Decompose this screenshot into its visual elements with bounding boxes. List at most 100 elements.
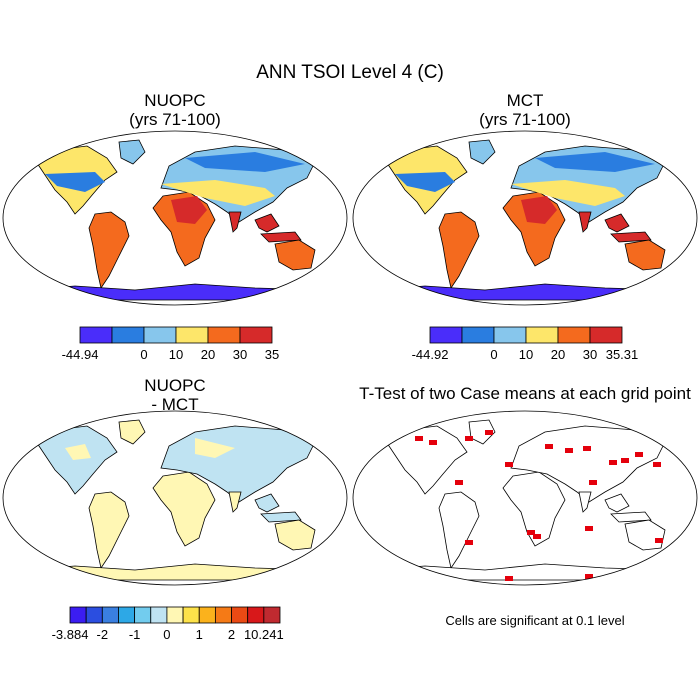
colorbar-label: -44.94 [62, 347, 99, 362]
colorbar-label: 20 [551, 347, 565, 362]
figure-title: ANN TSOI Level 4 (C) [256, 62, 444, 83]
significant-cell [655, 538, 663, 543]
map3-australia [274, 519, 316, 551]
colorbar-swatch [134, 606, 152, 624]
map2-mid-lat-band [511, 180, 625, 206]
significant-cell [527, 530, 535, 535]
colorbar-label: 10 [169, 347, 183, 362]
colorbar-swatch [166, 606, 184, 624]
colorbar-label: 2 [228, 627, 235, 642]
colorbar-swatch [79, 326, 113, 344]
colorbar-panel-2: -44.92 0 10 20 30 35.31 [412, 326, 639, 362]
significant-cell [545, 444, 553, 449]
colorbar-swatch [231, 606, 249, 624]
map1-indonesia [260, 231, 302, 243]
map3-eurasia-warm [195, 438, 235, 458]
map1-india [228, 211, 242, 233]
map1-southAmerica [88, 211, 130, 290]
map2-greenland [468, 139, 496, 165]
map1-north-cold [45, 172, 105, 192]
map1-australia [274, 239, 316, 271]
map1-seAsia [254, 213, 280, 233]
map1-greenland [118, 139, 146, 165]
map3-frame [2, 410, 348, 586]
map1-frame [2, 130, 348, 306]
map2-indonesia [610, 231, 652, 243]
map4-india [578, 491, 592, 513]
colorbar-swatch [175, 326, 209, 344]
colorbar-label: 10.241 [244, 627, 284, 642]
colorbar-label: -3.884 [52, 627, 89, 642]
colorbar-label: 35 [265, 347, 279, 362]
colorbar-swatch [525, 326, 559, 344]
panel4-title: T-Test of two Case means at each grid po… [359, 384, 691, 403]
map3-indonesia [260, 511, 302, 523]
significant-cell [415, 436, 423, 441]
map3-africa [152, 471, 216, 547]
map4-seAsia [604, 493, 630, 513]
map3-india [228, 491, 242, 513]
map4-australia [624, 519, 666, 551]
significant-cell [465, 436, 473, 441]
map3-antarctica [24, 563, 326, 581]
map1-antarctica [24, 283, 326, 301]
colorbar-swatch [429, 326, 463, 344]
significant-cell [465, 540, 473, 545]
map4-northAmerica [384, 425, 468, 495]
map3-canada-warm [65, 444, 91, 460]
map1-sahara-hot [171, 196, 207, 224]
map3-southAmerica [88, 491, 130, 570]
map2-sahara-hot [521, 196, 557, 224]
map1-mid-lat-band [161, 180, 275, 206]
significant-cell [583, 446, 591, 451]
map-panel-1 [2, 130, 348, 306]
colorbar-swatch [557, 326, 591, 344]
significant-cell [505, 576, 513, 581]
colorbar-swatch [589, 326, 623, 344]
colorbar-swatch [493, 326, 527, 344]
map2-antarctica [374, 283, 676, 301]
panel1-title: NUOPC [144, 91, 206, 110]
significant-cell [609, 460, 617, 465]
significant-cell [505, 462, 513, 467]
panel2-subtitle: (yrs 71-100) [479, 110, 571, 129]
colorbar-label: -44.92 [412, 347, 449, 362]
colorbar-label: 30 [583, 347, 597, 362]
colorbar-label: 20 [201, 347, 215, 362]
colorbar-swatch [85, 606, 103, 624]
colorbar-panel-1: -44.94 0 10 20 30 35 [62, 326, 279, 362]
map4-antarctica [374, 563, 676, 581]
colorbar-swatch [143, 326, 177, 344]
map2-india [578, 211, 592, 233]
significant-cell [429, 440, 437, 445]
significant-cell [653, 462, 661, 467]
map4-africa [502, 471, 566, 547]
colorbar-swatch [263, 606, 281, 624]
map4-indonesia [610, 511, 652, 523]
significant-cell [585, 526, 593, 531]
colorbar-swatch [118, 606, 136, 624]
colorbar-swatch [111, 326, 145, 344]
colorbar-label: 10 [519, 347, 533, 362]
significant-cell [621, 458, 629, 463]
map2-north-cold [395, 172, 455, 192]
colorbar-swatch [182, 606, 200, 624]
map2-frame [352, 130, 698, 306]
colorbar-swatch [239, 326, 273, 344]
colorbar-label: 0 [140, 347, 147, 362]
map-panel-4 [352, 410, 698, 586]
colorbar-label: 35.31 [606, 347, 639, 362]
colorbar-swatch [101, 606, 119, 624]
map4-greenland [468, 419, 496, 445]
colorbar-swatch [150, 606, 168, 624]
colorbar-label: 1 [196, 627, 203, 642]
map2-siberia-cold [535, 152, 655, 172]
map3-northAmerica [34, 425, 118, 495]
colorbar-label: 0 [163, 627, 170, 642]
significant-cell [565, 448, 573, 453]
panel2-title: MCT [506, 91, 544, 110]
colorbar-swatch [207, 326, 241, 344]
colorbar-swatch [214, 606, 232, 624]
significant-cell [485, 430, 493, 435]
